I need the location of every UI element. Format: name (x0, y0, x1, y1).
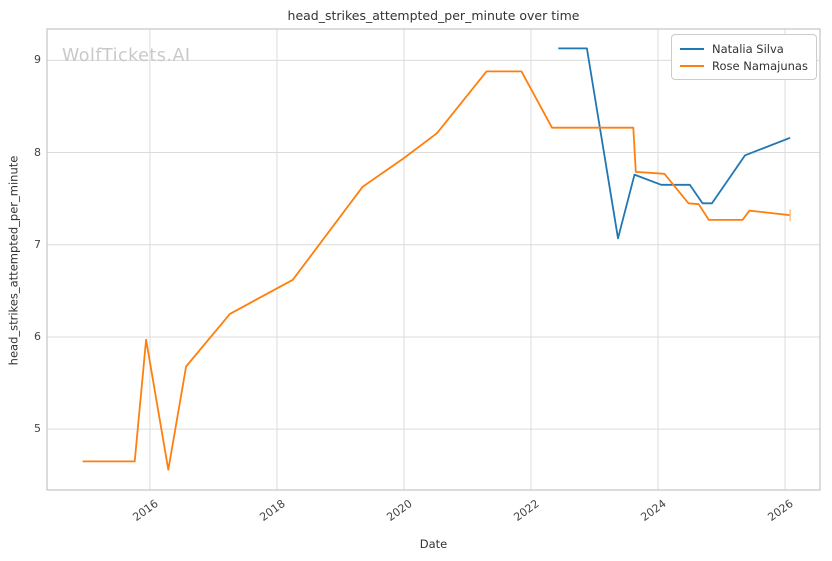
plot-border (46, 28, 821, 491)
legend-item-label: Natalia Silva (712, 41, 784, 56)
y-tick-label-6: 6 (34, 329, 41, 343)
legend-line-swatch (680, 47, 704, 50)
x-axis-label: Date (419, 537, 448, 551)
chart-title: head_strikes_attempted_per_minute over t… (287, 8, 580, 23)
legend-item: Rose Namajunas (680, 57, 808, 74)
legend-item-label: Rose Namajunas (712, 58, 808, 73)
y-tick-label-9: 9 (34, 53, 41, 67)
legend-line-swatch (680, 64, 704, 67)
series-line-natalia-silva (558, 47, 791, 240)
legend-item: Natalia Silva (680, 40, 807, 57)
y-tick-label-5: 5 (34, 422, 41, 436)
y-axis-label: head_strikes_attempted_per_minute (6, 155, 21, 366)
y-tick-label-8: 8 (34, 145, 41, 159)
y-tick-label-7: 7 (34, 237, 41, 251)
legend-items: Natalia Silva Rose Namajunas (680, 40, 808, 74)
watermark-wolftickets: WolfTickets.AI (62, 46, 191, 66)
series-line-rose-namajunas (82, 70, 791, 471)
chart-legend: Natalia Silva Rose Namajunas (671, 34, 817, 80)
